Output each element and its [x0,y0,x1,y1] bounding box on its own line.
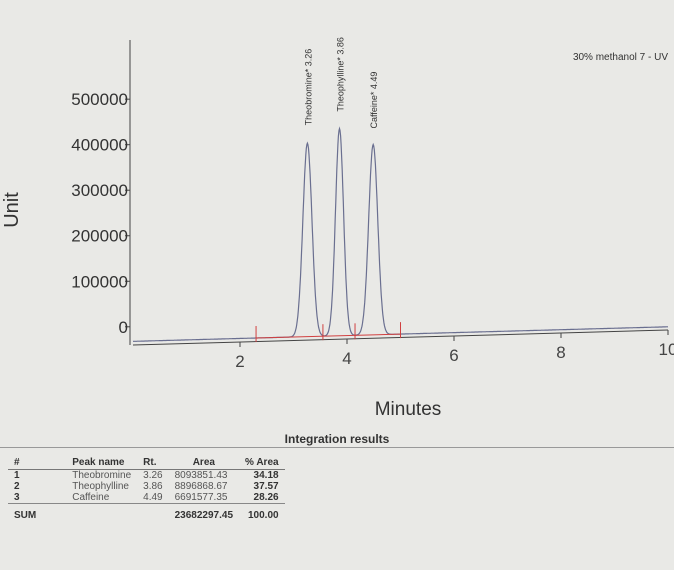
table-cell: 8896868.67 [174,481,228,492]
table-cell: 2 [14,481,20,492]
peak-label: Caffeine* 4.49 [369,72,379,129]
sum-area: 23682297.45 [168,503,240,521]
table-cell: 3.86 [143,481,163,492]
table-cell: 3 [14,492,20,503]
y-tick-label: 400000 [71,136,128,155]
peak-label: Theobromine* 3.26 [303,49,313,126]
table-cell: 34.18 [253,470,279,481]
table-cell: Caffeine [72,492,110,503]
table-cell: 28.26 [253,492,279,503]
sum-pct: 100.00 [239,503,285,521]
x-tick-label: 4 [342,349,351,368]
chromatogram-trace [132,126,668,342]
x-tick-label: 10 [659,340,674,359]
table-row: 1 Theobromine 3.26 8093851.43 34.18 [8,470,285,482]
col-header: % Area [239,456,285,470]
integration-baseline [256,333,401,339]
col-header: # [8,456,43,470]
table-cell: 8093851.43 [174,470,228,481]
table-cell: 37.57 [253,481,279,492]
sum-row: SUM 23682297.45 100.00 [8,503,285,521]
x-tick-label: 8 [556,343,565,362]
table-cell: 1 [14,470,20,481]
table-row: 2 Theophylline 3.86 8896868.67 37.57 [8,481,285,492]
x-axis-label: Minutes [375,399,442,420]
table-cell: 6691577.35 [174,492,228,503]
chromatogram-plot: 30% methanol 7 - UV Unit Minutes 0 100000… [1,37,674,420]
table-cell: 4.49 [143,492,163,503]
y-tick-label: 300000 [71,181,128,200]
chart-title: 30% methanol 7 - UV [573,52,668,63]
table-cell: Theophylline [72,481,129,492]
y-tick-label: 200000 [71,227,128,246]
peak-label: Theophylline* 3.86 [336,37,346,112]
col-header: Peak name [42,456,138,470]
y-tick-label: 500000 [71,90,128,109]
y-tick-label: 100000 [71,272,128,291]
table-cell: Theobromine [72,470,132,481]
table-row: 3 Caffeine 4.49 6691577.35 28.26 [8,492,285,504]
y-tick-label: 0 [119,318,128,337]
divider [0,447,674,448]
col-header: Rt. [137,456,169,470]
x-tick-label: 2 [235,352,244,371]
table-cell: 3.26 [143,470,163,481]
col-header: Area [168,456,240,470]
integration-table: # Peak name Rt. Area % Area 1 Theobromine… [8,456,285,521]
y-axis-label: Unit [1,192,23,228]
x-tick-label: 6 [449,346,458,365]
integration-results-title: Integration results [284,432,390,446]
sum-label: SUM [8,503,43,521]
